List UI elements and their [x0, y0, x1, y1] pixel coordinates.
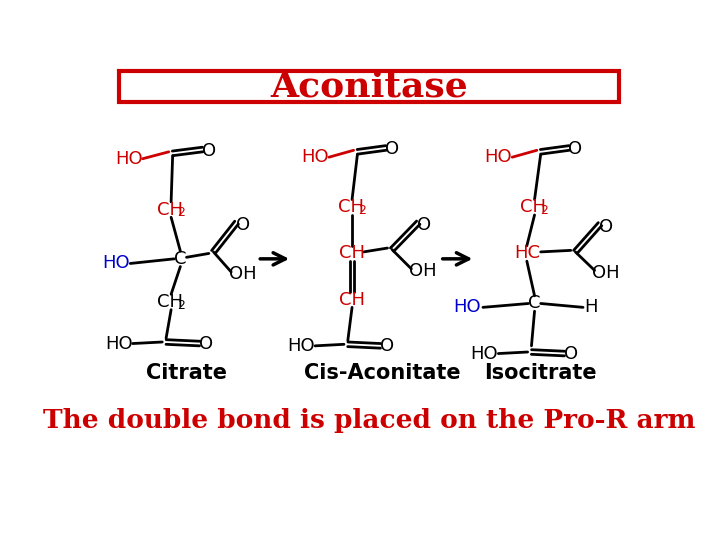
Text: Cis-Aconitate: Cis-Aconitate — [304, 363, 460, 383]
Text: HO: HO — [287, 337, 315, 355]
Text: CH: CH — [156, 293, 183, 311]
Text: 2: 2 — [177, 206, 185, 219]
Text: O: O — [235, 216, 250, 234]
Text: C: C — [528, 294, 541, 313]
Text: CH: CH — [338, 198, 364, 216]
Text: O: O — [564, 345, 578, 362]
Text: Isocitrate: Isocitrate — [485, 363, 597, 383]
Text: 2: 2 — [541, 204, 549, 217]
Text: OH: OH — [409, 262, 437, 280]
Text: CH: CH — [339, 245, 365, 262]
Text: H: H — [584, 298, 598, 316]
Text: HO: HO — [485, 148, 512, 166]
Text: CH: CH — [520, 198, 546, 216]
Text: O: O — [385, 140, 399, 159]
Text: HO: HO — [105, 335, 132, 353]
Text: 2: 2 — [177, 299, 185, 312]
Text: HO: HO — [454, 298, 482, 316]
Text: 2: 2 — [358, 204, 366, 217]
Text: C: C — [174, 250, 186, 268]
Text: CH: CH — [156, 200, 183, 219]
Text: The double bond is placed on the Pro-R arm: The double bond is placed on the Pro-R a… — [42, 408, 696, 433]
FancyBboxPatch shape — [119, 71, 619, 102]
Text: HO: HO — [115, 150, 143, 168]
Text: Aconitase: Aconitase — [270, 69, 468, 103]
Text: HC: HC — [514, 245, 540, 262]
Text: HO: HO — [301, 148, 329, 166]
Text: CH: CH — [339, 291, 365, 309]
Text: HO: HO — [103, 254, 130, 273]
Text: Citrate: Citrate — [145, 363, 227, 383]
Text: O: O — [202, 142, 216, 160]
Text: O: O — [599, 218, 613, 235]
Text: O: O — [418, 216, 431, 234]
Text: HO: HO — [471, 345, 498, 362]
Text: O: O — [379, 337, 394, 355]
Text: O: O — [199, 335, 213, 353]
Text: O: O — [568, 140, 582, 159]
Text: OH: OH — [593, 264, 620, 282]
Text: OH: OH — [229, 265, 256, 284]
